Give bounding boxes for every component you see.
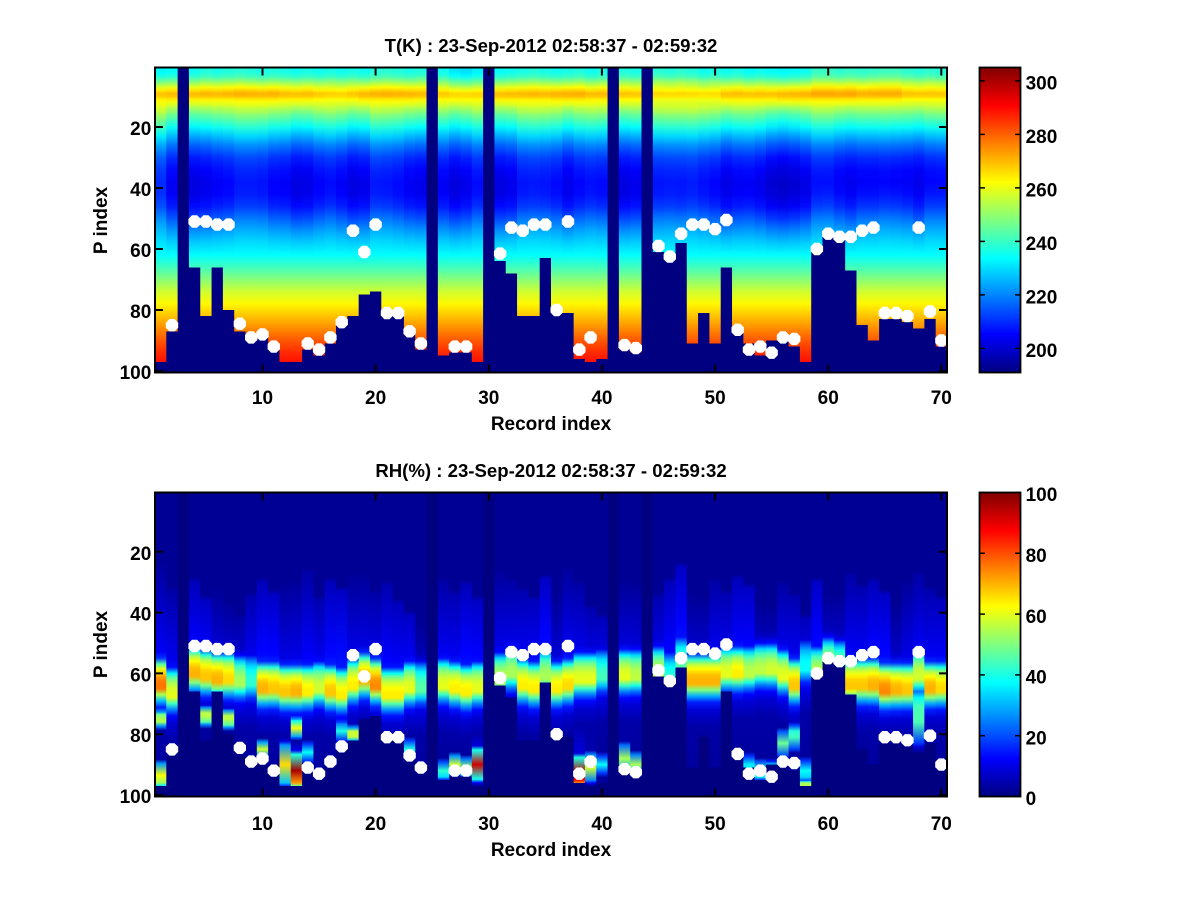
svg-text:60: 60 [818, 814, 839, 835]
svg-text:50: 50 [705, 388, 726, 409]
svg-text:20: 20 [130, 544, 151, 565]
svg-text:Record index: Record index [491, 840, 612, 861]
svg-text:60: 60 [130, 665, 151, 686]
svg-text:0: 0 [1026, 789, 1037, 810]
svg-text:60: 60 [130, 241, 151, 262]
svg-text:RH(%) : 23-Sep-2012 02:58:37 -: RH(%) : 23-Sep-2012 02:58:37 - 02:59:32 [375, 460, 726, 481]
svg-text:240: 240 [1026, 234, 1058, 255]
svg-text:10: 10 [252, 814, 273, 835]
svg-text:70: 70 [931, 388, 952, 409]
svg-text:260: 260 [1026, 181, 1058, 202]
svg-text:80: 80 [130, 302, 151, 323]
svg-text:100: 100 [120, 787, 152, 808]
svg-text:T(K) : 23-Sep-2012 02:58:37 -: T(K) : 23-Sep-2012 02:58:37 - 02:59:32 [385, 35, 718, 56]
svg-text:40: 40 [591, 814, 612, 835]
svg-text:100: 100 [120, 363, 152, 384]
svg-text:100: 100 [1026, 485, 1058, 506]
svg-text:80: 80 [130, 726, 151, 747]
svg-text:40: 40 [591, 388, 612, 409]
svg-text:Record index: Record index [491, 414, 612, 435]
svg-text:280: 280 [1026, 127, 1058, 148]
svg-text:20: 20 [130, 119, 151, 140]
svg-text:70: 70 [931, 814, 952, 835]
svg-text:20: 20 [1026, 728, 1047, 749]
svg-text:220: 220 [1026, 288, 1058, 309]
svg-text:P index: P index [91, 610, 112, 678]
svg-text:50: 50 [705, 814, 726, 835]
svg-text:40: 40 [1026, 668, 1047, 689]
svg-text:20: 20 [365, 388, 386, 409]
svg-text:30: 30 [478, 388, 499, 409]
svg-text:60: 60 [1026, 607, 1047, 628]
svg-text:40: 40 [130, 180, 151, 201]
svg-text:80: 80 [1026, 546, 1047, 567]
svg-text:10: 10 [252, 388, 273, 409]
svg-text:200: 200 [1026, 341, 1058, 362]
svg-text:300: 300 [1026, 74, 1058, 95]
svg-text:30: 30 [478, 814, 499, 835]
svg-text:20: 20 [365, 814, 386, 835]
svg-text:40: 40 [130, 605, 151, 626]
svg-text:60: 60 [818, 388, 839, 409]
svg-text:P index: P index [91, 186, 112, 254]
